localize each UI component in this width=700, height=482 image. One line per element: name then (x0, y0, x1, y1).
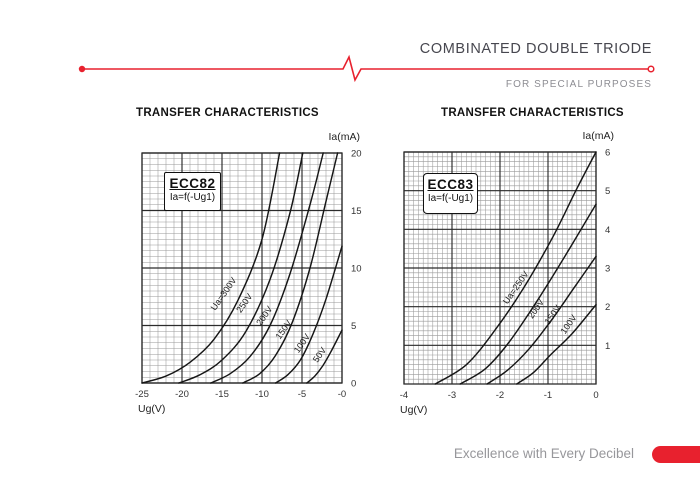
y-tick-label: 2 (605, 302, 610, 313)
line-start-dot (78, 65, 86, 73)
ecc83-tube-name: ECC83 (427, 177, 474, 192)
x-tick-label: -2 (496, 390, 504, 401)
y-tick-label: 5 (605, 186, 610, 197)
y-tick-label: 15 (351, 206, 362, 217)
y-tick-label: 6 (605, 148, 610, 159)
header-rule-pulse-line (78, 54, 655, 83)
ecc82-tube-name: ECC82 (169, 176, 216, 191)
curve-label: 250V (234, 292, 254, 315)
pulse-line (82, 54, 649, 83)
y-tick-label: 10 (351, 264, 362, 275)
y-tick-label: 1 (605, 341, 610, 352)
x-tick-label: -1 (544, 390, 552, 401)
x-tick-label: -10 (255, 389, 269, 400)
y-tick-label: 3 (605, 264, 610, 275)
line-end-ring (647, 65, 655, 73)
curve-100V (274, 245, 343, 384)
curve-150V (242, 152, 339, 384)
curve-200V (459, 203, 597, 385)
ecc82-transfer-chart: -25 -20 -15 -10 -5 -005101520Ua=300V250V200V1… (135, 131, 362, 415)
ecc82-label-box: ECC82 Ia=f(-Ug1) (164, 172, 221, 211)
curve-50V (306, 329, 343, 384)
curve-label: 150V (273, 318, 293, 341)
ecc83-function-label: Ia=f(-Ug1) (427, 193, 474, 204)
x-tick-label: -15 (215, 389, 229, 400)
ecc82-function-label: Ia=f(-Ug1) (169, 192, 216, 203)
curve-100V (516, 304, 597, 385)
plot-border (141, 152, 343, 384)
y-tick-label: 0 (351, 379, 356, 390)
plot-border (403, 151, 597, 385)
footer-red-pill (652, 446, 700, 463)
curve-200V (210, 152, 324, 384)
x-tick-label: -20 (175, 389, 189, 400)
x-tick-label: -3 (448, 390, 456, 401)
curve-Ua-250V (434, 151, 597, 385)
x-tick-label: -25 (135, 389, 149, 400)
curve-150V (486, 255, 597, 385)
x-tick-label: -4 (400, 390, 408, 401)
ecc83-label-box: ECC83 Ia=f(-Ug1) (423, 173, 478, 214)
y-tick-label: 20 (351, 149, 362, 160)
y-axis-unit: Ia(mA) (583, 130, 615, 142)
curve-Ua-300V (141, 152, 281, 384)
x-axis-unit: Ug(V) (138, 403, 165, 415)
x-tick-label: 0 (593, 390, 598, 401)
x-tick-label: -0 (338, 389, 346, 400)
page-title: COMBINATED DOUBLE TRIODE (419, 41, 652, 57)
curve-250V (178, 152, 304, 384)
left-chart-title: TRANSFER CHARACTERISTICS (136, 107, 319, 119)
right-chart-title: TRANSFER CHARACTERISTICS (441, 107, 624, 119)
y-tick-label: 4 (605, 225, 610, 236)
y-axis-unit: Ia(mA) (329, 131, 361, 143)
x-tick-label: -5 (298, 389, 306, 400)
page-subtitle: FOR SPECIAL PURPOSES (505, 79, 652, 90)
footer-tagline: Excellence with Every Decibel (453, 446, 634, 461)
y-tick-label: 5 (351, 321, 356, 332)
x-axis-unit: Ug(V) (400, 404, 427, 416)
ecc83-transfer-chart: -4 -3 -2 -1 0123456Ua=250V200V150V100VIa(mA)… (400, 130, 615, 416)
